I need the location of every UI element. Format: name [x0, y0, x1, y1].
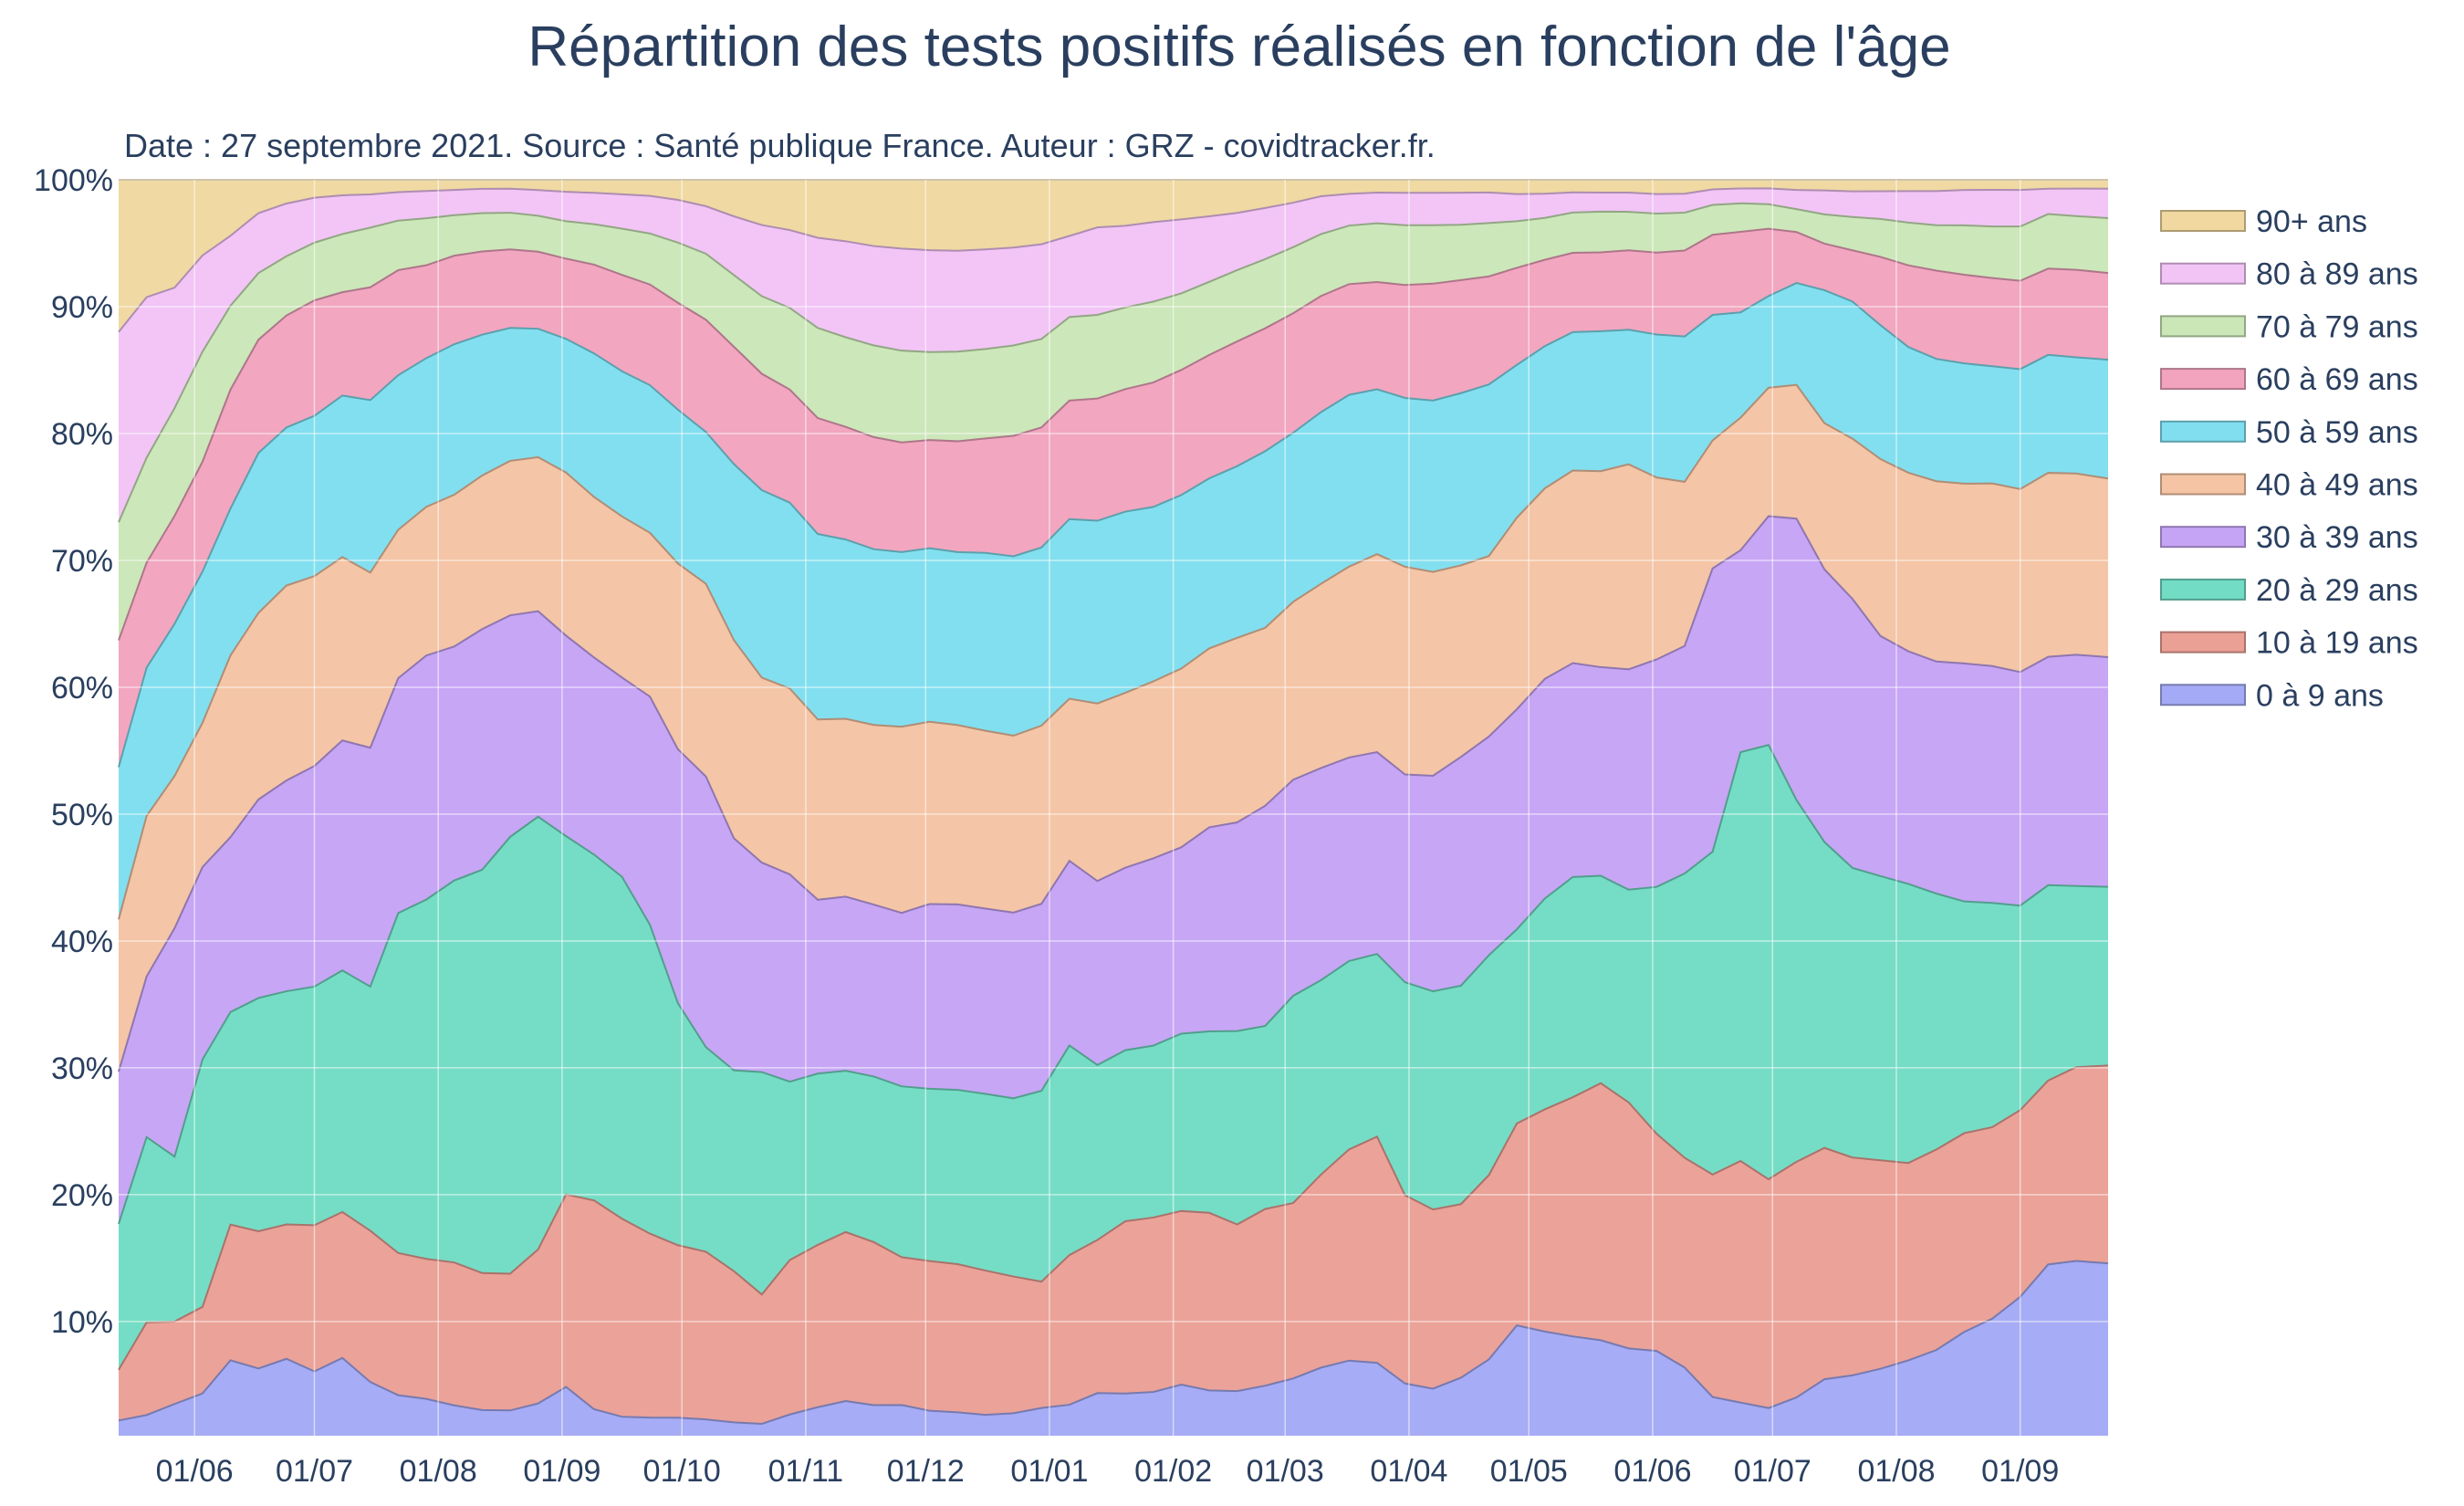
chart-subtitle: Date : 27 septembre 2021. Source : Santé… [124, 127, 1436, 164]
legend-swatch [2160, 262, 2246, 285]
legend-label: 70 à 79 ans [2256, 309, 2418, 344]
legend-item-30-39-ans[interactable]: 30 à 39 ans [2160, 520, 2418, 555]
y-tick-label: 90% [51, 290, 113, 325]
legend-label: 90+ ans [2256, 204, 2367, 239]
legend-swatch [2160, 631, 2246, 654]
legend-item-0-9-ans[interactable]: 0 à 9 ans [2160, 678, 2384, 713]
area-70-79-ans[interactable] [119, 203, 2108, 641]
x-tick-label: 01/09 [1981, 1454, 2059, 1489]
area-40-49-ans[interactable] [119, 384, 2108, 1072]
y-tick-label: 40% [51, 925, 113, 959]
x-tick-label: 01/07 [1734, 1454, 1811, 1489]
y-tick-label: 10% [51, 1305, 113, 1340]
legend-swatch [2160, 420, 2246, 443]
legend-label: 60 à 69 ans [2256, 362, 2418, 397]
area-60-69-ans[interactable] [119, 228, 2108, 768]
area-0-9-ans[interactable] [119, 1260, 2108, 1436]
area-90-ans[interactable] [119, 180, 2108, 332]
y-tick-label: 70% [51, 544, 113, 579]
plot-areas [119, 180, 2108, 1436]
area-50-59-ans[interactable] [119, 283, 2108, 920]
x-tick-label: 01/04 [1370, 1454, 1447, 1489]
x-tick-label: 01/12 [887, 1454, 965, 1489]
x-tick-label: 01/07 [276, 1454, 353, 1489]
legend-item-90-ans[interactable]: 90+ ans [2160, 204, 2367, 239]
legend-swatch [2160, 473, 2246, 496]
legend-swatch [2160, 578, 2246, 601]
y-tick-label: 100% [34, 163, 113, 198]
area-10-19-ans[interactable] [119, 1065, 2108, 1424]
legend-swatch [2160, 368, 2246, 391]
x-tick-label: 01/05 [1490, 1454, 1568, 1489]
chart-title: Répartition des tests positifs réalisés … [527, 16, 1950, 78]
legend-swatch [2160, 210, 2246, 232]
legend-label: 80 à 89 ans [2256, 257, 2418, 292]
legend-label: 50 à 59 ans [2256, 415, 2418, 450]
grid-lines [119, 179, 2108, 1436]
x-axis: 01/06 01/07 01/08 01/09 01/10 01/11 01/12 01/01… [156, 1454, 2060, 1489]
legend-item-50-59-ans[interactable]: 50 à 59 ans [2160, 415, 2418, 450]
y-tick-label: 60% [51, 671, 113, 706]
x-tick-label: 01/02 [1134, 1454, 1212, 1489]
legend-item-70-79-ans[interactable]: 70 à 79 ans [2160, 309, 2418, 344]
x-tick-label: 01/08 [400, 1454, 477, 1489]
area-30-39-ans[interactable] [119, 516, 2108, 1224]
legend-label: 10 à 19 ans [2256, 626, 2418, 661]
legend-item-60-69-ans[interactable]: 60 à 69 ans [2160, 362, 2418, 397]
x-tick-label: 01/06 [1613, 1454, 1691, 1489]
legend-swatch [2160, 526, 2246, 549]
legend-item-10-19-ans[interactable]: 10 à 19 ans [2160, 626, 2418, 661]
legend-item-40-49-ans[interactable]: 40 à 49 ans [2160, 468, 2418, 503]
legend-label: 30 à 39 ans [2256, 520, 2418, 555]
x-tick-label: 01/10 [643, 1454, 721, 1489]
x-tick-label: 01/06 [156, 1454, 234, 1489]
legend[interactable]: 90+ ans 80 à 89 ans 70 à 79 ans 60 à 69 ans… [2160, 204, 2418, 713]
y-tick-label: 80% [51, 417, 113, 452]
legend-swatch [2160, 684, 2246, 706]
x-tick-label: 01/03 [1247, 1454, 1324, 1489]
x-tick-label: 01/11 [768, 1454, 844, 1489]
x-tick-label: 01/01 [1010, 1454, 1088, 1489]
y-tick-label: 20% [51, 1178, 113, 1213]
legend-item-80-89-ans[interactable]: 80 à 89 ans [2160, 257, 2418, 292]
legend-label: 0 à 9 ans [2256, 678, 2384, 713]
y-tick-label: 30% [51, 1051, 113, 1086]
x-tick-label: 01/08 [1857, 1454, 1935, 1489]
y-tick-label: 50% [51, 798, 113, 832]
legend-swatch [2160, 315, 2246, 338]
legend-label: 20 à 29 ans [2256, 573, 2418, 608]
legend-label: 40 à 49 ans [2256, 468, 2418, 503]
x-tick-label: 01/09 [523, 1454, 600, 1489]
legend-item-20-29-ans[interactable]: 20 à 29 ans [2160, 573, 2418, 608]
y-axis: 10% 20% 30% 40% 50% 60% 70% 80% 90% 100% [34, 163, 113, 1340]
